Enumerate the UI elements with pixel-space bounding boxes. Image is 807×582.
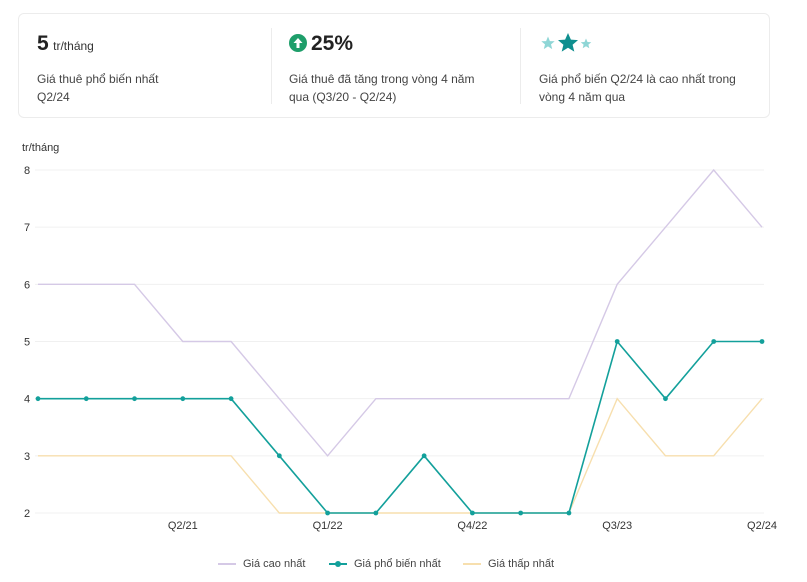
stat-description-line: vòng 4 năm qua (539, 90, 626, 104)
stat-common-price: 5 tr/tháng Giá thuê phổ biến nhất Q2/24 (37, 14, 272, 117)
series-lines (35, 168, 765, 516)
divider (271, 28, 272, 104)
data-point (83, 396, 89, 402)
data-point (325, 510, 330, 516)
star-rating (541, 33, 592, 52)
data-point (663, 396, 668, 402)
x-tick-label: Q3/23 (602, 520, 632, 532)
legend-label: Giá cao nhất (243, 558, 306, 570)
stat-description-line: Q2/24 (37, 90, 70, 104)
star-icon (541, 36, 555, 50)
stat-value: 25% (311, 32, 354, 55)
data-point (373, 510, 379, 516)
data-point (566, 510, 572, 516)
y-tick-label: 8 (24, 165, 30, 177)
stat-headline: 5 tr/tháng (37, 32, 94, 56)
stat-price-increase: 25% Giá thuê đã tăng trong vòng 4 năm qu… (289, 14, 519, 117)
legend-marker (335, 561, 341, 567)
line-chart: tr/tháng 2 3 4 5 6 7 8 Q2/21 Q1/22 Q4/22 Q3/23 Q2/24 (22, 142, 777, 532)
legend-label: Giá thấp nhất (488, 558, 555, 570)
data-point (421, 453, 427, 459)
x-tick-label: Q2/24 (747, 520, 777, 532)
y-tick-label: 4 (24, 394, 30, 406)
y-tick-label: 7 (24, 222, 30, 234)
data-point (470, 510, 475, 516)
series-line (38, 397, 763, 514)
divider (520, 28, 521, 104)
legend-label: Giá phổ biến nhất (354, 558, 441, 570)
stat-description: Giá phổ biến Q2/24 là cao nhất trong vòn… (539, 70, 736, 106)
arrow-up-circle-icon (289, 34, 307, 52)
stat-unit: tr/tháng (53, 39, 94, 53)
star-icon (558, 33, 578, 52)
y-tick-label: 6 (24, 279, 30, 291)
stat-price-rating: Giá phổ biến Q2/24 là cao nhất trong vòn… (539, 14, 759, 117)
stat-description: Giá thuê phổ biến nhất Q2/24 (37, 70, 158, 106)
chart-legend: Giá cao nhất Giá phổ biến nhất Giá thấp nh… (0, 554, 807, 574)
stat-description: Giá thuê đã tăng trong vòng 4 năm qua (Q… (289, 70, 474, 106)
x-tick-label: Q1/22 (313, 520, 343, 532)
y-tick-label: 3 (24, 451, 30, 463)
stats-card: 5 tr/tháng Giá thuê phổ biến nhất Q2/24 … (18, 13, 770, 118)
stat-description-line: Giá thuê phổ biến nhất (37, 72, 159, 86)
stat-description-line: qua (Q3/20 - Q2/24) (289, 90, 397, 104)
data-point (518, 510, 524, 516)
legend-swatch (463, 563, 481, 565)
data-point (132, 396, 137, 402)
stat-description-line: Giá phổ biến Q2/24 là cao nhất trong (539, 72, 736, 86)
stat-description-line: Giá thuê đã tăng trong vòng 4 năm (289, 72, 475, 86)
legend-swatch (218, 563, 236, 565)
axis-labels: tr/tháng 2 3 4 5 6 7 8 Q2/21 Q1/22 Q4/22 Q3/23 Q2/24 (22, 142, 777, 532)
data-point (614, 339, 620, 344)
x-tick-label: Q4/22 (457, 520, 487, 532)
data-point (276, 453, 282, 459)
series-line (38, 168, 763, 457)
y-axis-title: tr/tháng (22, 142, 59, 154)
data-point (711, 339, 717, 344)
y-tick-label: 5 (24, 337, 30, 349)
y-tick-label: 2 (24, 508, 30, 520)
stat-value: 5 (37, 32, 49, 55)
series-line (38, 339, 762, 514)
data-point (35, 396, 41, 402)
stat-headline: 25% (289, 32, 353, 56)
x-tick-label: Q2/21 (168, 520, 198, 532)
data-point (228, 396, 234, 402)
grid-lines (35, 169, 764, 514)
data-point (759, 339, 765, 344)
data-point (180, 396, 186, 402)
star-icon (580, 38, 592, 49)
